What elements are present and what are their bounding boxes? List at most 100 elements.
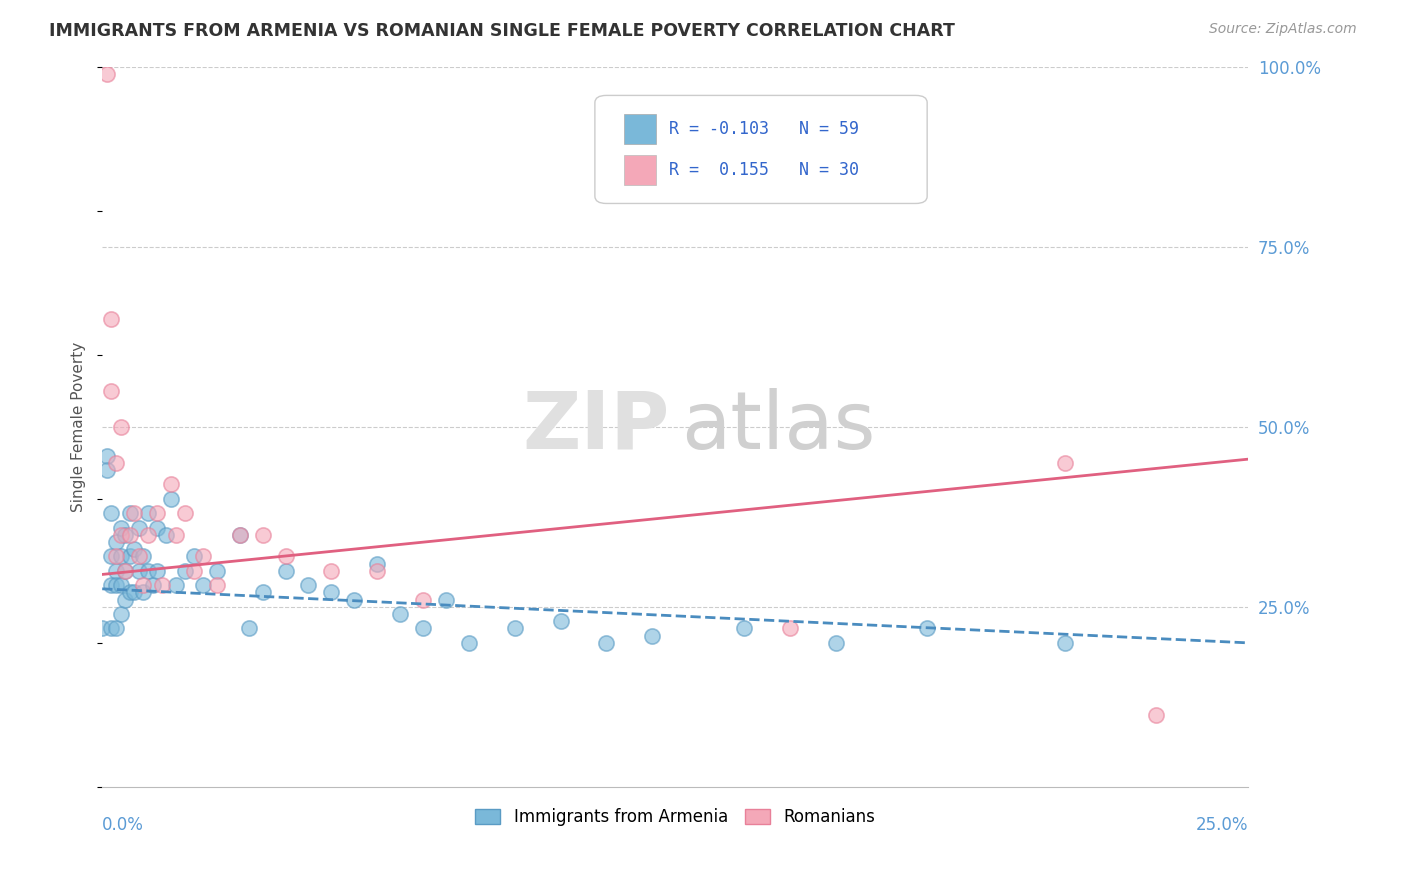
Point (110, 520, 132, 534)
Point (412, 622, 434, 636)
Point (110, 607, 132, 621)
Point (366, 557, 388, 571)
Point (104, 456, 127, 470)
Point (191, 549, 214, 564)
Point (238, 622, 260, 636)
Point (191, 578, 214, 592)
Point (155, 528, 177, 542)
Point (595, 636, 617, 650)
Point (146, 520, 169, 534)
Point (205, 564, 228, 578)
Point (343, 592, 366, 607)
Point (104, 549, 127, 564)
Point (136, 564, 159, 578)
Point (132, 549, 155, 564)
Point (100, 506, 122, 520)
Point (1144, 707, 1167, 722)
Point (321, 564, 343, 578)
Point (96, 463, 118, 477)
Point (104, 622, 127, 636)
Y-axis label: Single Female Poverty: Single Female Poverty (72, 342, 86, 512)
Point (124, 585, 146, 599)
Point (297, 578, 319, 592)
Point (641, 629, 664, 643)
Point (165, 528, 187, 542)
Point (128, 549, 150, 564)
Point (779, 622, 801, 636)
Point (132, 578, 155, 592)
Point (128, 564, 150, 578)
Point (274, 549, 297, 564)
Point (104, 578, 127, 592)
Point (183, 549, 205, 564)
Point (100, 622, 122, 636)
Point (205, 578, 228, 592)
Bar (623, 114, 655, 145)
Point (100, 549, 122, 564)
Point (160, 491, 183, 506)
Point (124, 506, 146, 520)
Point (1053, 636, 1076, 650)
Point (412, 592, 434, 607)
Point (824, 636, 846, 650)
Point (110, 419, 132, 434)
Point (100, 384, 122, 398)
Point (173, 506, 195, 520)
Point (110, 549, 132, 564)
Point (104, 535, 127, 549)
Text: R =  0.155   N = 30: R = 0.155 N = 30 (669, 161, 859, 179)
Point (132, 585, 155, 599)
Point (457, 636, 479, 650)
Point (915, 622, 938, 636)
Text: 25.0%: 25.0% (1195, 816, 1249, 834)
Point (160, 477, 183, 491)
Text: atlas: atlas (681, 388, 875, 466)
Point (114, 564, 136, 578)
Point (118, 528, 141, 542)
Point (118, 585, 141, 599)
Point (252, 528, 274, 542)
Point (165, 578, 187, 592)
Point (100, 578, 122, 592)
Text: 0.0%: 0.0% (103, 816, 143, 834)
Point (434, 592, 457, 607)
Point (274, 564, 297, 578)
Point (114, 564, 136, 578)
Point (114, 592, 136, 607)
Point (173, 564, 195, 578)
Point (136, 506, 159, 520)
FancyBboxPatch shape (595, 95, 927, 203)
Point (228, 528, 250, 542)
Point (183, 564, 205, 578)
Point (228, 528, 250, 542)
Point (150, 578, 173, 592)
Point (136, 528, 159, 542)
Point (100, 311, 122, 326)
Point (142, 578, 165, 592)
Point (118, 506, 141, 520)
Legend: Immigrants from Armenia, Romanians: Immigrants from Armenia, Romanians (468, 801, 882, 832)
Point (96, 67, 118, 81)
Point (91, 622, 114, 636)
Point (110, 578, 132, 592)
Point (321, 585, 343, 599)
Point (146, 564, 169, 578)
Point (503, 622, 526, 636)
Point (550, 614, 572, 628)
Point (128, 520, 150, 534)
Point (733, 622, 755, 636)
Point (118, 549, 141, 564)
Text: R = -0.103   N = 59: R = -0.103 N = 59 (669, 120, 859, 138)
Text: IMMIGRANTS FROM ARMENIA VS ROMANIAN SINGLE FEMALE POVERTY CORRELATION CHART: IMMIGRANTS FROM ARMENIA VS ROMANIAN SING… (49, 22, 955, 40)
Point (114, 528, 136, 542)
Point (366, 564, 388, 578)
Text: ZIP: ZIP (522, 388, 669, 466)
Point (124, 542, 146, 557)
Point (146, 506, 169, 520)
Bar (623, 155, 655, 186)
Point (389, 607, 412, 621)
Point (1053, 456, 1076, 470)
Point (110, 528, 132, 542)
Point (252, 585, 274, 599)
Text: Source: ZipAtlas.com: Source: ZipAtlas.com (1209, 22, 1357, 37)
